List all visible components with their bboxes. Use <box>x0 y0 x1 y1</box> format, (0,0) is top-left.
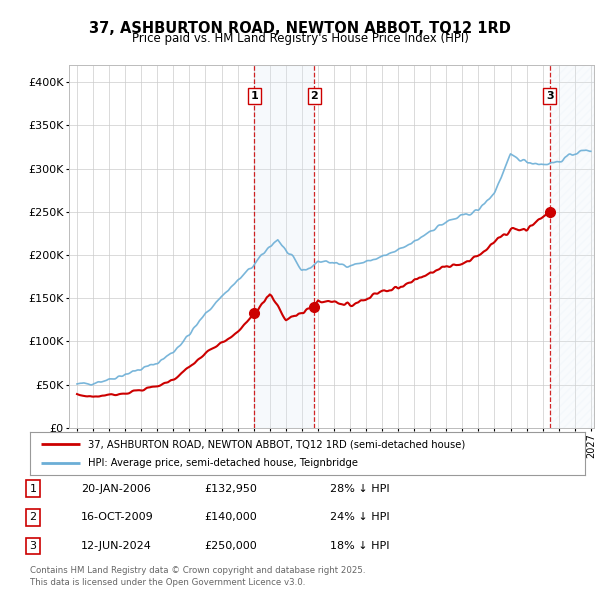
Text: 18% ↓ HPI: 18% ↓ HPI <box>330 542 389 551</box>
Text: 3: 3 <box>546 91 554 101</box>
Text: £140,000: £140,000 <box>204 513 257 522</box>
Text: HPI: Average price, semi-detached house, Teignbridge: HPI: Average price, semi-detached house,… <box>88 458 358 468</box>
Text: 37, ASHBURTON ROAD, NEWTON ABBOT, TQ12 1RD: 37, ASHBURTON ROAD, NEWTON ABBOT, TQ12 1… <box>89 21 511 35</box>
Bar <box>254 65 314 428</box>
Bar <box>550 65 594 428</box>
Text: 2: 2 <box>29 513 37 522</box>
Text: 1: 1 <box>251 91 259 101</box>
Text: 28% ↓ HPI: 28% ↓ HPI <box>330 484 389 493</box>
Text: 3: 3 <box>29 542 37 551</box>
Text: £250,000: £250,000 <box>204 542 257 551</box>
Text: 2: 2 <box>311 91 319 101</box>
Text: 24% ↓ HPI: 24% ↓ HPI <box>330 513 389 522</box>
Text: Contains HM Land Registry data © Crown copyright and database right 2025.
This d: Contains HM Land Registry data © Crown c… <box>30 566 365 587</box>
Text: 20-JAN-2006: 20-JAN-2006 <box>81 484 151 493</box>
Text: 12-JUN-2024: 12-JUN-2024 <box>81 542 152 551</box>
Text: 16-OCT-2009: 16-OCT-2009 <box>81 513 154 522</box>
Text: 37, ASHBURTON ROAD, NEWTON ABBOT, TQ12 1RD (semi-detached house): 37, ASHBURTON ROAD, NEWTON ABBOT, TQ12 1… <box>88 440 466 450</box>
Text: 1: 1 <box>29 484 37 493</box>
Text: £132,950: £132,950 <box>204 484 257 493</box>
Text: Price paid vs. HM Land Registry's House Price Index (HPI): Price paid vs. HM Land Registry's House … <box>131 32 469 45</box>
